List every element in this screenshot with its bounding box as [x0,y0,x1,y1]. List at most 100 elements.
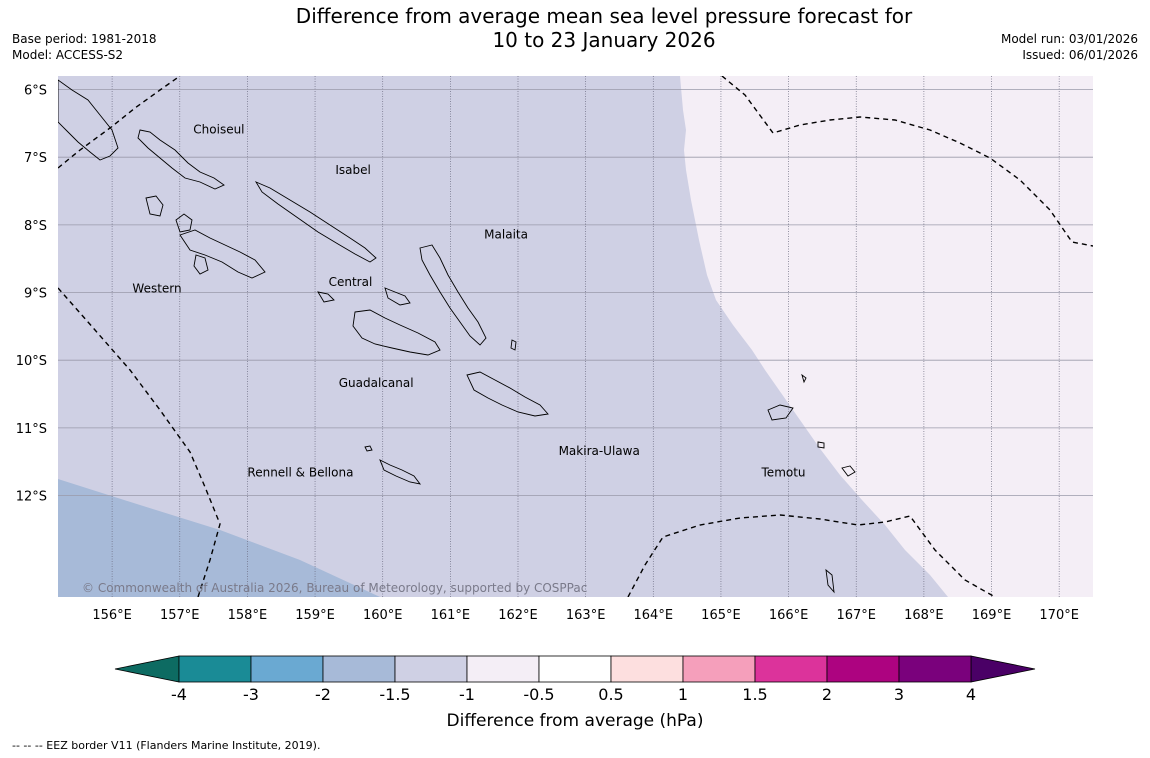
island-reef-islands [801,373,807,384]
island-choiseul [137,129,225,190]
colorbar-box [466,655,540,683]
lon-tick-label: 160°E [363,608,403,623]
chart-title: Difference from average mean sea level p… [0,4,1150,52]
island-kolombangara [175,213,193,233]
province-label: Makira-Ulawa [559,444,640,458]
title-line-2: 10 to 23 January 2026 [492,28,716,52]
island-vanikoro [841,465,856,477]
province-label: Isabel [335,163,370,177]
province-label: Western [132,282,181,296]
colorbar-under-arrow [114,655,180,683]
lat-tick-label: 7°S [24,151,47,166]
lon-tick-label: 158°E [228,608,268,623]
island-new-georgia [179,229,266,279]
colorbar-tick: -0.5 [523,685,554,704]
colorbar-boxes [114,655,1036,683]
colorbar-box [178,655,252,683]
colorbar-box [322,655,396,683]
meta-left: Base period: 1981-2018 Model: ACCESS-S2 [12,31,157,63]
lat-tick-label: 12°S [16,490,47,505]
model-name: Model: ACCESS-S2 [12,48,124,62]
colorbar-tick: -4 [171,685,187,704]
colorbar-tick: 0.5 [598,685,623,704]
province-label: Rennell & Bellona [247,466,353,480]
island-vella-lavella [145,195,164,217]
lat-tick-label: 8°S [24,219,47,234]
colorbar-over-arrow [970,655,1036,683]
colorbar-tick: 2 [822,685,832,704]
colorbar-tick: 4 [966,685,976,704]
lon-tick-label: 161°E [431,608,471,623]
province-label: Temotu [761,466,806,480]
province-label: Malaita [484,227,528,241]
base-period: Base period: 1981-2018 [12,32,157,46]
island-ulawa [510,339,517,351]
colorbar-box [682,655,756,683]
lon-tick-label: 168°E [904,608,944,623]
model-run: Model run: 03/01/2026 [1000,32,1138,46]
island-utupua [817,441,825,449]
colorbar-box [538,655,612,683]
issued-date: Issued: 06/01/2026 [1022,48,1138,62]
lon-tick-label: 167°E [836,608,876,623]
province-labels: Choiseul Isabel Malaita Western Central Guada… [132,123,805,480]
forecast-map: Choiseul Isabel Malaita Western Central Guada… [16,76,1093,623]
province-label: Guadalcanal [339,376,414,390]
colorbar-box [250,655,324,683]
latitude-tick-labels: 6°S 7°S 8°S 9°S 10°S 11°S 12°S [16,84,47,505]
island-bellona [364,445,373,452]
copyright-notice: © Commonwealth of Australia 2026, Bureau… [82,581,587,595]
lon-tick-label: 163°E [566,608,606,623]
islands [58,79,856,594]
title-line-1: Difference from average mean sea level p… [295,4,913,28]
colorbar-box [754,655,828,683]
eez-border-north [58,76,181,169]
colorbar-tick: -3 [243,685,259,704]
island-santa-cruz [767,404,794,421]
island-isabel [254,181,377,263]
island-bougainville-tip [58,79,119,161]
lon-tick-label: 157°E [160,608,200,623]
island-russell [317,291,335,303]
lon-tick-label: 164°E [634,608,674,623]
lat-tick-label: 6°S [24,84,47,99]
eez-border-legend: -- -- -- EEZ border V11 (Flanders Marine… [12,739,321,752]
island-rennell [379,459,422,485]
lon-tick-label: 165°E [701,608,741,623]
lat-tick-label: 9°S [24,287,47,302]
island-tikopia [825,568,835,594]
lon-tick-label: 170°E [1039,608,1079,623]
colorbar-tick: 3 [894,685,904,704]
lat-tick-label: 10°S [16,354,47,369]
island-florida [384,287,411,306]
lon-tick-label: 166°E [769,608,809,623]
colorbar-label: Difference from average (hPa) [447,711,704,731]
colorbar-box [898,655,972,683]
gridlines [58,76,1093,597]
island-guadalcanal [352,309,441,356]
colorbar-tick: 1 [678,685,688,704]
eez-border-west [58,287,221,597]
colorbar-box [826,655,900,683]
meta-right: Model run: 03/01/2026 Issued: 06/01/2026 [1001,31,1138,63]
anomaly-band-east [680,76,1093,597]
lon-tick-label: 156°E [92,608,132,623]
island-makira [466,371,549,417]
lon-tick-label: 159°E [295,608,335,623]
lon-tick-label: 162°E [498,608,538,623]
eez-border-northeast [721,76,1093,247]
lon-tick-label: 169°E [972,608,1012,623]
eez-borders [58,76,1093,597]
eez-border-south [627,514,996,597]
colorbar-box [610,655,684,683]
island-rendova [193,254,209,275]
colorbar-tick: -2 [315,685,331,704]
province-label: Choiseul [193,123,244,137]
island-malaita [419,244,487,346]
colorbar-tick: -1.5 [379,685,410,704]
colorbar-tick: 1.5 [742,685,767,704]
colorbar-box [394,655,468,683]
province-label: Central [329,275,373,289]
colorbar-tick: -1 [459,685,475,704]
longitude-tick-labels: 156°E 157°E 158°E 159°E 160°E 161°E 162°E 163°E… [92,608,1079,623]
